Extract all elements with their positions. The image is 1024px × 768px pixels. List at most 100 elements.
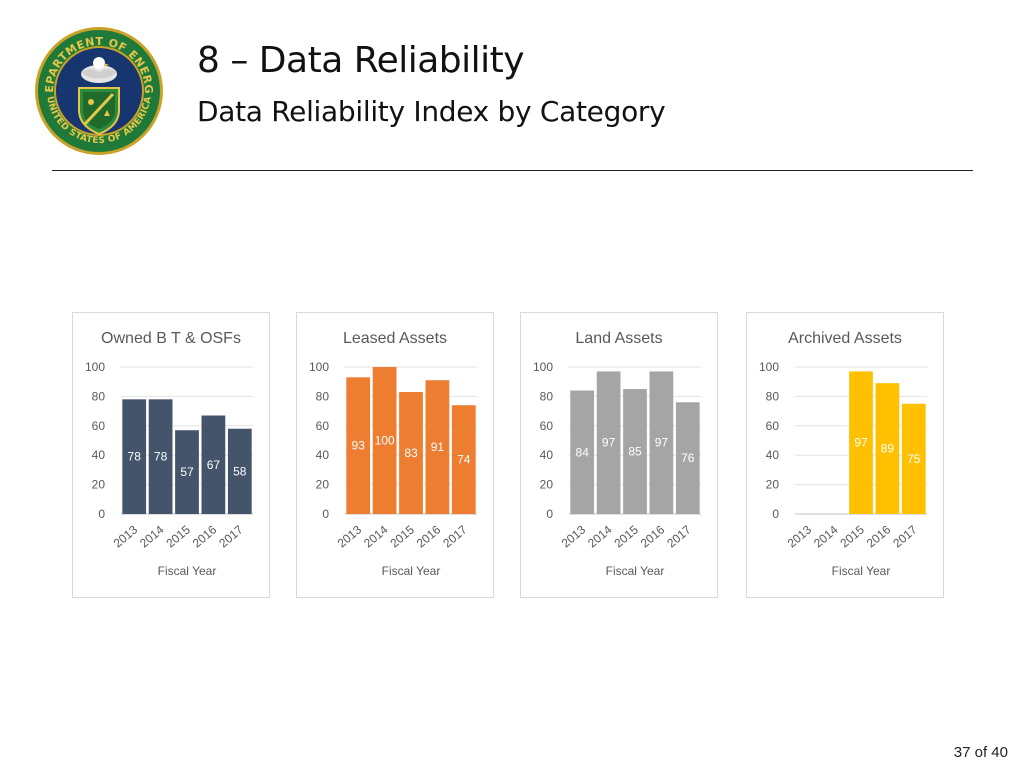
x-axis-label: Fiscal Year — [382, 564, 441, 578]
bar — [875, 383, 900, 514]
x-tick-label: 2014 — [361, 522, 391, 550]
data-label: 89 — [881, 442, 895, 456]
x-tick-label: 2017 — [440, 522, 470, 550]
chart-title: Land Assets — [575, 330, 662, 347]
data-label: 97 — [602, 436, 616, 450]
y-tick-label: 0 — [98, 507, 105, 521]
page-number: 37 of 40 — [953, 744, 1008, 761]
y-tick-label: 80 — [766, 389, 780, 403]
data-label: 75 — [907, 452, 921, 466]
y-tick-label: 20 — [316, 478, 330, 492]
data-label: 74 — [457, 453, 471, 467]
data-label: 91 — [431, 440, 445, 454]
y-tick-label: 60 — [540, 419, 554, 433]
bar — [148, 399, 173, 514]
y-tick-label: 40 — [766, 448, 780, 462]
x-tick-label: 2014 — [811, 522, 841, 550]
y-tick-label: 0 — [322, 507, 329, 521]
chart-title: Leased Assets — [343, 330, 447, 347]
page-title: 8 – Data Reliability — [197, 40, 525, 81]
bar — [649, 371, 674, 514]
data-label: 100 — [375, 434, 395, 448]
x-tick-label: 2013 — [111, 522, 141, 550]
page-subtitle: Data Reliability Index by Category — [197, 95, 666, 128]
chart-owned-bt-osfs-svg: Owned B T & OSFs 0 20 40 60 80 100 78 2013 78 2014… — [85, 330, 253, 578]
x-tick-label: 2017 — [890, 522, 920, 550]
bar — [596, 371, 621, 514]
x-tick-label: 2016 — [414, 522, 444, 550]
data-label: 78 — [154, 450, 168, 464]
x-tick-label: 2013 — [335, 522, 365, 550]
x-tick-label: 2014 — [137, 522, 167, 550]
bar — [201, 415, 226, 514]
bar — [425, 380, 450, 514]
data-label: 84 — [576, 445, 590, 459]
y-tick-label: 80 — [540, 389, 554, 403]
x-tick-label: 2016 — [190, 522, 220, 550]
y-tick-label: 0 — [772, 507, 779, 521]
bar — [399, 391, 423, 514]
bar — [570, 390, 595, 514]
x-tick-label: 2015 — [837, 522, 867, 550]
y-tick-label: 100 — [85, 360, 105, 374]
y-tick-label: 20 — [766, 478, 780, 492]
bar — [346, 377, 371, 514]
data-label: 76 — [681, 451, 695, 465]
data-label: 93 — [352, 439, 366, 453]
data-label: 83 — [404, 446, 418, 460]
y-tick-label: 100 — [759, 360, 779, 374]
doe-seal-logo: DEPARTMENT OF ENERGY UNITED STATES OF AM… — [33, 26, 163, 155]
y-tick-label: 20 — [540, 478, 554, 492]
chart-title: Archived Assets — [788, 330, 902, 347]
bar — [675, 402, 700, 514]
bar — [451, 405, 476, 514]
y-tick-label: 60 — [766, 419, 780, 433]
x-tick-label: 2016 — [638, 522, 668, 550]
bar — [849, 371, 873, 514]
x-tick-label: 2013 — [785, 522, 815, 550]
chart-title: Owned B T & OSFs — [101, 330, 241, 347]
chart-land-assets: Land Assets 0 20 40 60 80 100 84 2013 97 2014 85 201… — [520, 312, 718, 598]
y-tick-label: 40 — [540, 448, 554, 462]
chart-land-assets-svg: Land Assets 0 20 40 60 80 100 84 2013 97 2014 85 201… — [533, 330, 701, 578]
bar — [372, 367, 397, 514]
chart-owned-bt-osfs: Owned B T & OSFs 0 20 40 60 80 100 78 2013 78 2014… — [72, 312, 270, 598]
bar — [623, 389, 647, 514]
x-tick-label: 2015 — [387, 522, 417, 550]
data-label: 97 — [655, 436, 669, 450]
chart-archived-assets: Archived Assets 0 20 40 60 80 100 2013 2014 97 201… — [746, 312, 944, 598]
y-tick-label: 80 — [316, 389, 330, 403]
y-tick-label: 100 — [309, 360, 329, 374]
x-tick-label: 2017 — [216, 522, 246, 550]
bar — [227, 428, 252, 514]
y-tick-label: 40 — [92, 448, 106, 462]
x-tick-label: 2013 — [559, 522, 589, 550]
x-tick-label: 2014 — [585, 522, 615, 550]
x-tick-label: 2015 — [163, 522, 193, 550]
x-axis-label: Fiscal Year — [832, 564, 891, 578]
data-label: 58 — [233, 464, 247, 478]
data-label: 97 — [854, 436, 868, 450]
data-label: 85 — [628, 445, 642, 459]
x-axis-label: Fiscal Year — [158, 564, 217, 578]
y-tick-label: 60 — [92, 419, 106, 433]
chart-leased-assets: Leased Assets 0 20 40 60 80 100 93 2013 100 2014 83… — [296, 312, 494, 598]
x-tick-label: 2017 — [664, 522, 694, 550]
bar — [122, 399, 147, 514]
y-tick-label: 20 — [92, 478, 106, 492]
data-label: 57 — [180, 465, 194, 479]
chart-leased-assets-svg: Leased Assets 0 20 40 60 80 100 93 2013 100 2014 83… — [309, 330, 477, 578]
data-label: 67 — [207, 458, 221, 472]
x-tick-label: 2016 — [864, 522, 894, 550]
bar — [175, 430, 199, 514]
y-tick-label: 80 — [92, 389, 106, 403]
y-tick-label: 60 — [316, 419, 330, 433]
header-divider — [52, 170, 973, 171]
y-tick-label: 40 — [316, 448, 330, 462]
x-axis-label: Fiscal Year — [606, 564, 665, 578]
y-tick-label: 100 — [533, 360, 553, 374]
y-tick-label: 0 — [546, 507, 553, 521]
data-label: 78 — [128, 450, 142, 464]
x-tick-label: 2015 — [611, 522, 641, 550]
